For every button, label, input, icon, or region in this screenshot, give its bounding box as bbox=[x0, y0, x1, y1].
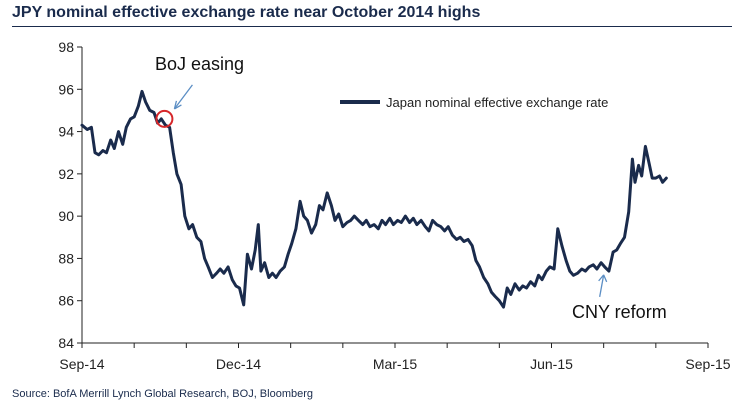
boj-easing-marker bbox=[155, 109, 174, 128]
y-tick-label: 90 bbox=[58, 208, 74, 224]
annotations: BoJ easing CNY reform bbox=[155, 54, 667, 322]
y-axis: 84 86 88 90 92 94 96 98 bbox=[58, 39, 83, 351]
y-tick-label: 96 bbox=[58, 81, 74, 97]
y-tick-label: 94 bbox=[58, 124, 74, 140]
y-tick-label: 92 bbox=[58, 166, 74, 182]
boj-easing-arrowhead bbox=[173, 100, 182, 110]
x-tick-label: Sep-14 bbox=[59, 356, 104, 372]
series-layer bbox=[80, 89, 668, 309]
x-axis: Sep-14 Dec-14 Mar-15 Jun-15 Sep-15 bbox=[59, 342, 731, 372]
cny-reform-label: CNY reform bbox=[572, 302, 667, 322]
legend-label: Japan nominal effective exchange rate bbox=[386, 95, 608, 110]
x-tick-label: Jun-15 bbox=[530, 356, 573, 372]
cny-reform-arrow bbox=[599, 274, 605, 298]
source-note: Source: BofA Merrill Lynch Global Resear… bbox=[12, 388, 314, 400]
y-tick-label: 88 bbox=[58, 250, 74, 266]
x-tick-label: Dec-14 bbox=[216, 356, 261, 372]
boj-easing-label: BoJ easing bbox=[155, 54, 244, 74]
x-tick-label: Mar-15 bbox=[373, 356, 418, 372]
title-divider bbox=[12, 26, 732, 27]
cny-reform-arrowhead bbox=[598, 274, 608, 283]
series-line-0 bbox=[80, 89, 668, 309]
y-tick-label: 84 bbox=[58, 335, 74, 351]
y-tick-label: 86 bbox=[58, 293, 74, 309]
legend: Japan nominal effective exchange rate bbox=[340, 95, 608, 110]
chart-title: JPY nominal effective exchange rate near… bbox=[12, 4, 481, 21]
boj-easing-arrow bbox=[173, 84, 193, 110]
x-tick-label: Sep-15 bbox=[685, 356, 730, 372]
y-tick-label: 98 bbox=[58, 39, 74, 55]
